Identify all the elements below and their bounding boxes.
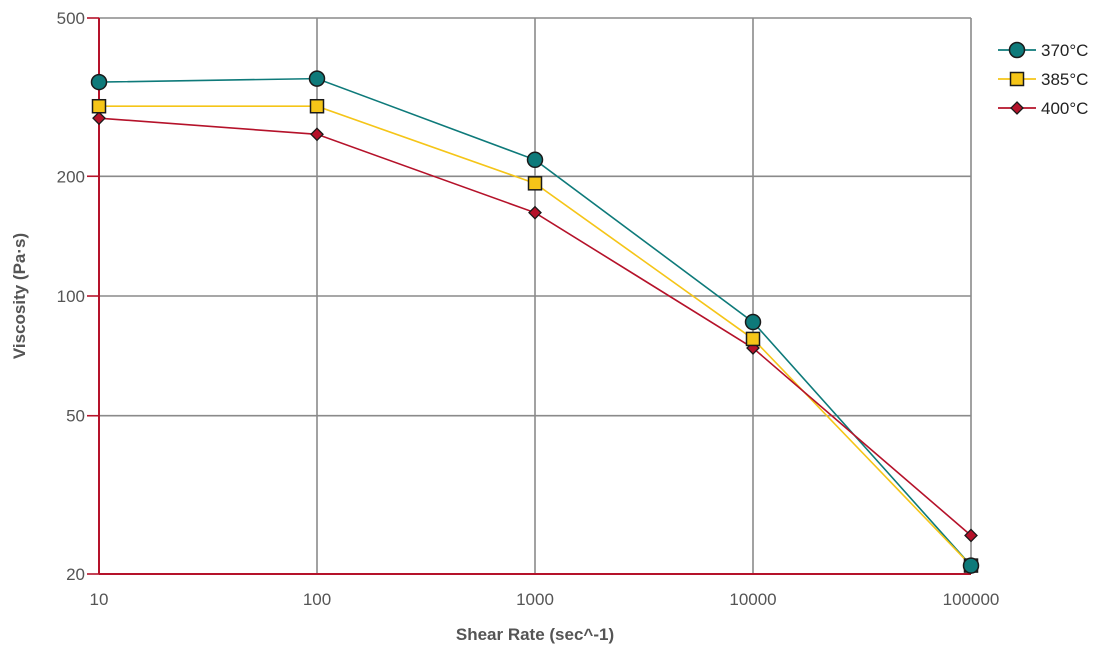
grid-lines (99, 17, 972, 574)
data-point-s0-2 (526, 151, 544, 169)
legend-marker-0 (1008, 41, 1026, 59)
x-tick-label-1000: 1000 (516, 590, 554, 609)
legend-label-1: 385°C (1041, 70, 1088, 89)
data-point-s1-2 (527, 176, 543, 191)
data-point-s2-1 (310, 127, 324, 142)
x-tick-label-10: 10 (90, 590, 109, 609)
data-point-s0-4 (962, 557, 980, 574)
y-tick-label-100: 100 (57, 287, 85, 306)
data-point-s2-0 (92, 111, 106, 126)
data-point-s0-0 (90, 73, 108, 91)
x-axis-title: Shear Rate (sec^-1) (456, 625, 614, 644)
data-point-s1-1 (309, 98, 325, 114)
tick-labels: 10 100 1000 10000 100000 20 50 100 200 500 (57, 9, 1000, 609)
data-point-s2-2 (528, 205, 542, 220)
data-point-s1-3 (745, 331, 761, 347)
series-markers (90, 70, 980, 574)
x-tick-label-100: 100 (303, 590, 331, 609)
y-tick-label-200: 200 (57, 167, 85, 186)
data-point-s2-4 (964, 528, 978, 543)
x-tick-label-10000: 10000 (729, 590, 776, 609)
y-tick-label-20: 20 (66, 565, 85, 584)
legend-label-0: 370°C (1041, 41, 1088, 60)
legend-marker-2 (1010, 101, 1024, 115)
data-point-s0-3 (744, 313, 762, 331)
y-axis-title: Viscosity (Pa·s) (10, 233, 29, 359)
y-tick-label-50: 50 (66, 407, 85, 426)
data-point-s0-1 (308, 70, 326, 87)
legend-marker-1 (1009, 71, 1025, 87)
legend: 370°C 385°C 400°C (998, 41, 1088, 118)
y-tick-label-500: 500 (57, 9, 85, 28)
legend-label-2: 400°C (1041, 99, 1088, 118)
x-tick-label-100000: 100000 (943, 590, 1000, 609)
data-point-s1-0 (91, 98, 107, 114)
